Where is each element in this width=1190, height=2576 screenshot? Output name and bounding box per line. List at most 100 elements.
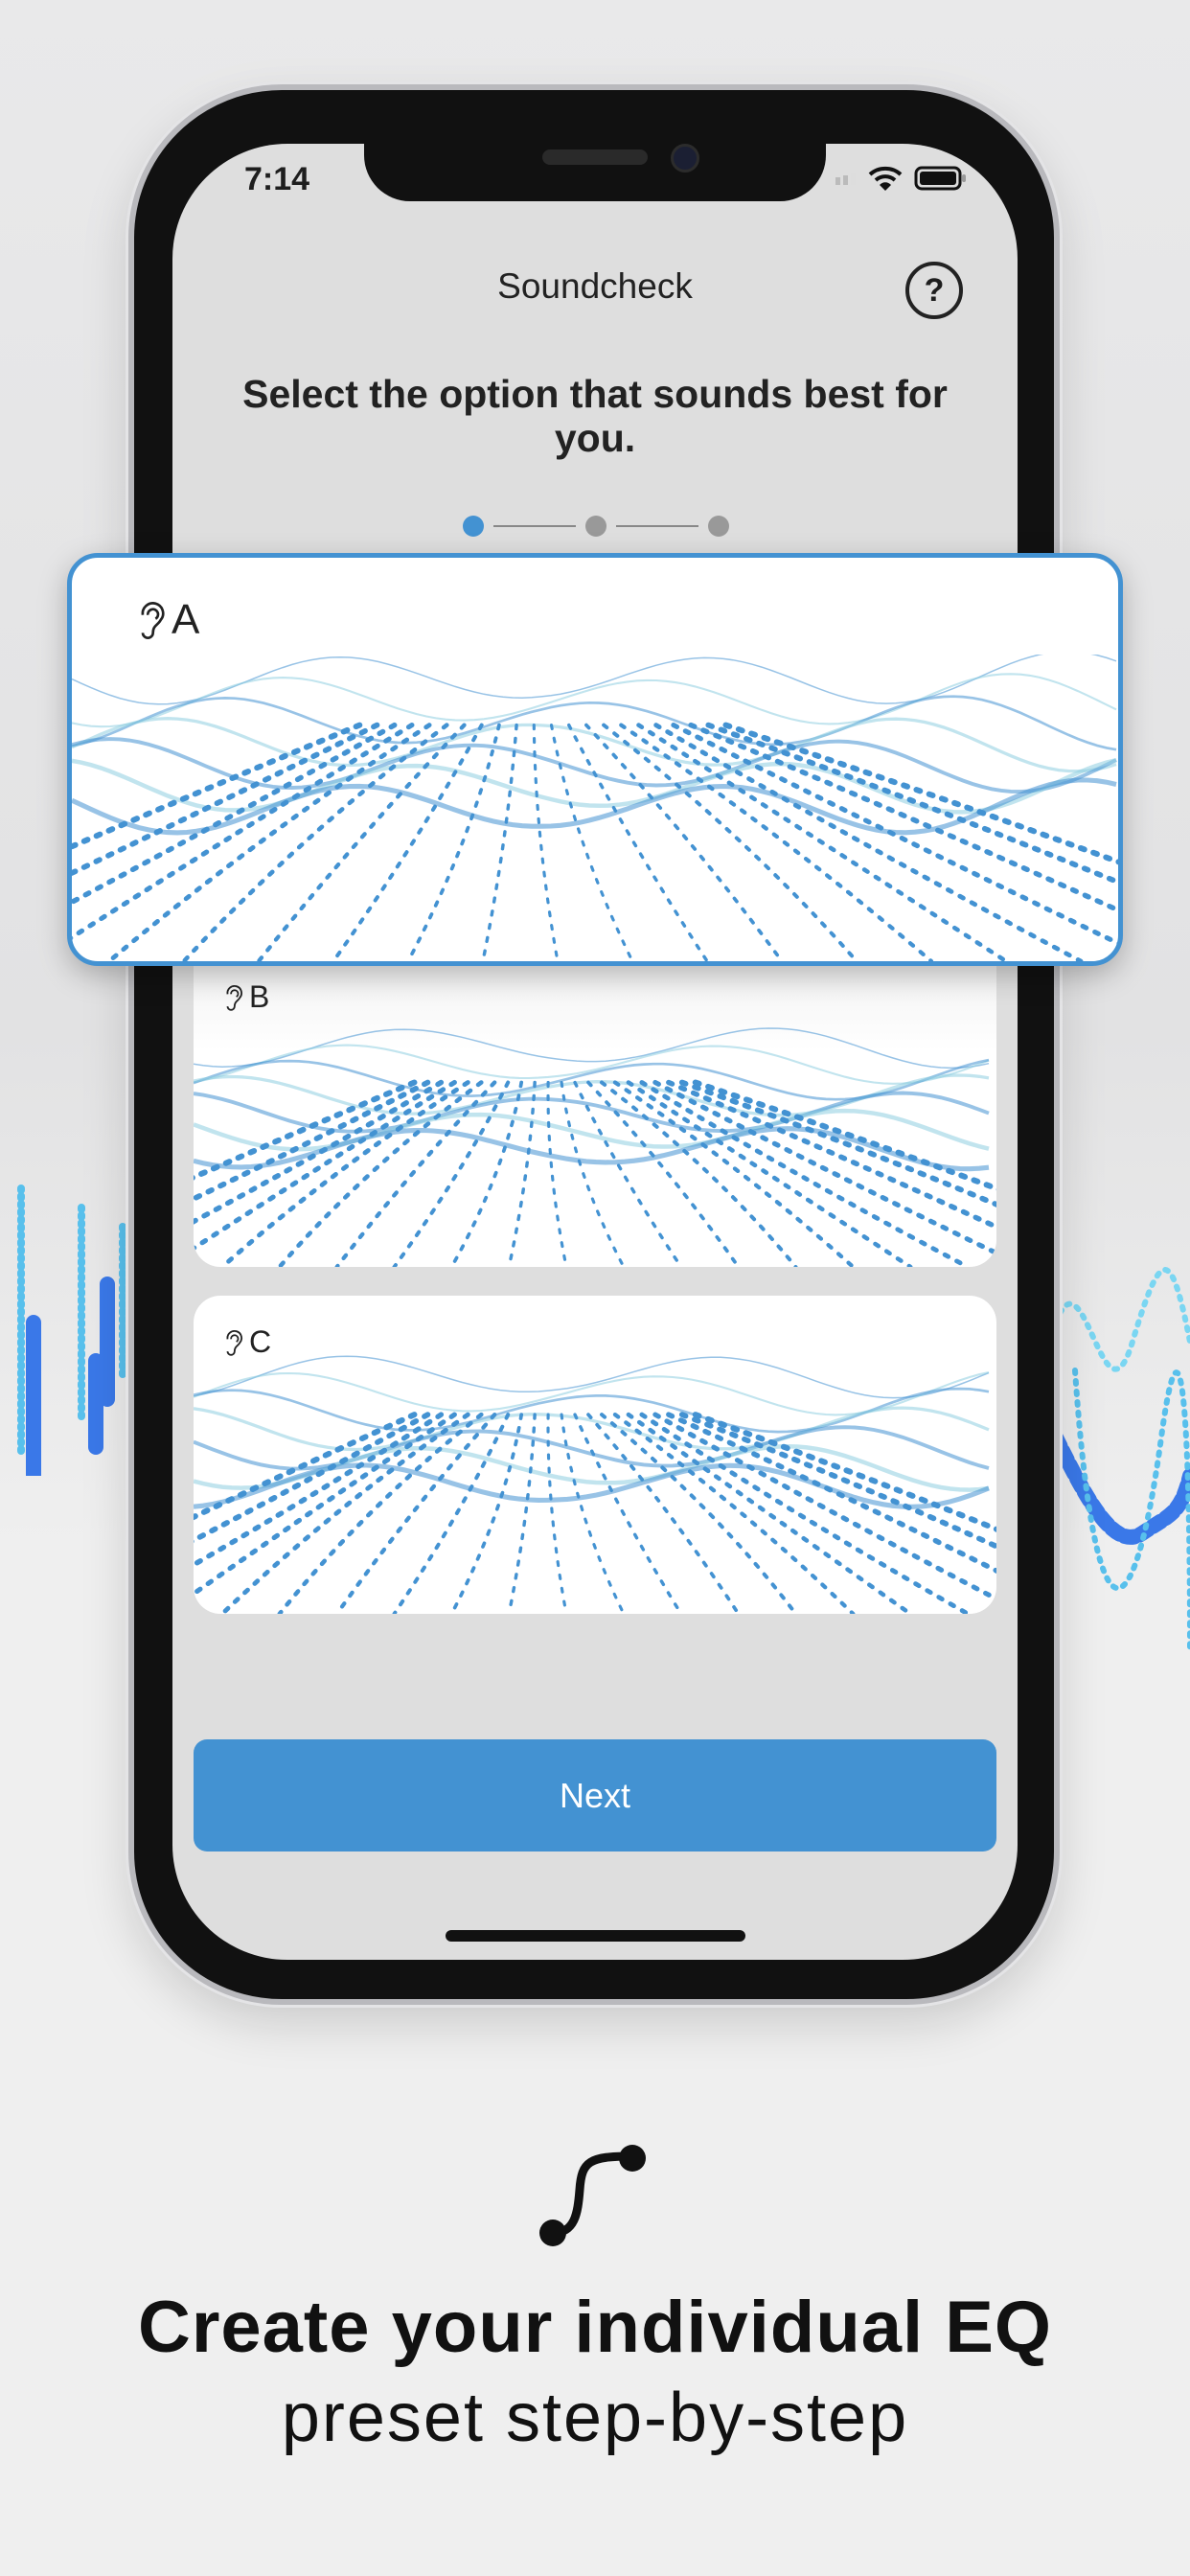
wave-column	[612, 1412, 856, 1614]
wave-column	[666, 1079, 996, 1230]
wave-column	[636, 723, 1009, 961]
step-2	[585, 516, 606, 537]
wave-column	[566, 723, 709, 961]
option-a-label: A	[172, 596, 200, 643]
wave-line	[194, 1355, 990, 1399]
wave-column	[671, 723, 1118, 947]
wave-column	[619, 723, 934, 961]
progress-stepper	[463, 516, 729, 537]
wave-line	[72, 673, 1117, 728]
status-time: 7:14	[244, 161, 310, 197]
wave-column	[688, 722, 1118, 913]
wave-column	[652, 1412, 996, 1602]
wave-column	[219, 1080, 470, 1267]
wave-line	[194, 1027, 990, 1070]
wave-column	[194, 1079, 431, 1203]
wave-column	[666, 1412, 996, 1574]
wave-column	[692, 1079, 996, 1192]
wave-column	[194, 1412, 418, 1521]
wave-column	[194, 1079, 418, 1181]
wave-line	[194, 1044, 990, 1085]
front-camera	[671, 144, 699, 172]
help-button[interactable]: ?	[905, 262, 963, 319]
option-card-c[interactable]: C	[194, 1296, 996, 1614]
wave-column	[722, 722, 1118, 865]
waveform-visual-b	[194, 1027, 996, 1267]
battery-icon	[914, 166, 966, 191]
wave-column	[194, 1412, 457, 1598]
tagline-heading: Create your individual EQ	[137, 2287, 1053, 2368]
wave-column	[546, 1413, 568, 1614]
wave-line	[72, 717, 1117, 773]
prompt-heading: Select the option that sounds best for y…	[242, 372, 948, 460]
wave-column	[106, 723, 432, 961]
wave-column	[72, 722, 398, 906]
waveform-visual-a	[72, 655, 1118, 961]
step-1	[463, 516, 484, 537]
wave-column	[181, 723, 449, 961]
wave-line	[194, 1462, 990, 1509]
wave-column	[277, 1080, 484, 1267]
wave-column	[560, 1080, 626, 1267]
wave-column	[449, 1080, 524, 1267]
signal-icon	[835, 173, 856, 185]
wave-column	[392, 1080, 511, 1267]
wave-column	[219, 1412, 470, 1614]
waveform-visual-c	[194, 1355, 996, 1614]
option-b-label: B	[249, 979, 270, 1014]
wave-column	[599, 1413, 798, 1614]
wave-line	[72, 777, 1117, 836]
wave-column	[277, 1412, 484, 1614]
wave-column	[334, 1080, 497, 1267]
wifi-icon	[868, 166, 903, 191]
step-3	[708, 516, 729, 537]
wave-line	[194, 1425, 990, 1471]
wave-column	[256, 723, 467, 961]
wave-column	[392, 1413, 511, 1614]
wave-column	[692, 1412, 996, 1532]
option-label: C	[222, 1324, 271, 1360]
wave-column	[406, 723, 501, 961]
wave-column	[332, 723, 484, 961]
wave-column	[678, 1079, 996, 1208]
wave-line	[194, 1091, 990, 1134]
tagline-subheading: preset step-by-step	[281, 2380, 909, 2456]
option-c-label: C	[249, 1324, 272, 1359]
question-circle-icon: ?	[924, 272, 945, 309]
wave-column	[72, 723, 415, 941]
wave-line	[194, 1406, 990, 1452]
wave-column	[549, 724, 634, 961]
wave-column	[507, 1413, 537, 1614]
wave-column	[678, 1412, 996, 1550]
wave-column	[639, 1412, 971, 1614]
left-wave-decoration	[17, 1184, 126, 1476]
wave-column	[194, 1412, 445, 1568]
wave-column	[586, 1413, 741, 1614]
wave-column	[705, 722, 1118, 886]
wave-column	[72, 722, 363, 850]
wave-column	[334, 1412, 497, 1614]
next-button[interactable]: Next	[194, 1739, 996, 1852]
wave-column	[546, 1080, 568, 1267]
eq-curve-icon	[539, 2145, 646, 2246]
home-indicator[interactable]	[446, 1930, 745, 1942]
wave-column	[194, 1412, 431, 1544]
wave-column	[626, 1412, 913, 1614]
option-card-b[interactable]: B	[194, 958, 996, 1267]
option-label: B	[222, 979, 269, 1015]
option-card-a[interactable]: A	[67, 553, 1123, 966]
right-wave-decoration	[1056, 1267, 1190, 1651]
wave-column	[626, 1080, 913, 1267]
wave-column	[573, 1413, 683, 1614]
speaker	[542, 150, 648, 165]
wave-column	[194, 1079, 457, 1252]
wave-column	[194, 1079, 445, 1225]
status-icons	[834, 165, 968, 192]
wave-column	[586, 1080, 741, 1267]
wave-column	[507, 1080, 537, 1267]
wave-column	[449, 1413, 524, 1614]
wave-column	[573, 1080, 683, 1267]
wave-line	[72, 695, 1117, 751]
wave-column	[612, 1080, 856, 1267]
wave-column	[602, 723, 858, 961]
